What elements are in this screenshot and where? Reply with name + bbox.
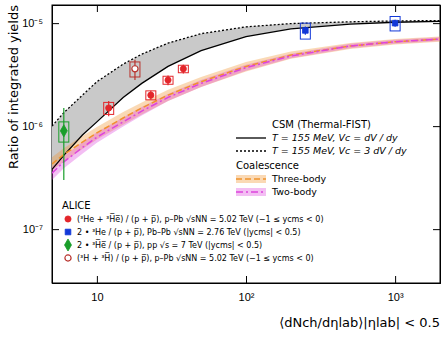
data-point: [106, 105, 112, 111]
legend-label: 2 • ³He / (p + p̅), Pb–Pb √sNN = 2.76 Te…: [77, 228, 301, 237]
syst-box: [390, 16, 400, 30]
legend-label: 2 • ³H̅e̅ / (p + p̅), pp √s = 7 TeV (|yc…: [77, 239, 262, 249]
y-axis-right-tick: [433, 23, 440, 24]
x-axis-tick-label: 10: [91, 291, 103, 303]
x-axis-top-line: [53, 6, 441, 13]
x-axis-top: [53, 5, 441, 12]
chart: 10 10² 10³ 10⁻⁷ 10⁻⁶ 10⁻⁵Ratio of integrated …: [0, 0, 446, 337]
y-axis-tick: 10⁻⁷: [23, 223, 59, 235]
x-axis-top-tick-mark: [97, 5, 98, 12]
y-axis-tick-mark: [52, 23, 59, 24]
y-axis-right-line: [433, 6, 441, 284]
x-axis-tick-mark: [97, 276, 98, 283]
legend-swatch: [236, 191, 266, 193]
legend-label: (³H + ³H̅) / (p + p̅), p–Pb √sNN = 5.02 …: [77, 252, 314, 262]
syst-box: [178, 65, 188, 72]
y-axis-right-tick-mark: [433, 23, 440, 24]
x-axis-tick: 10³: [388, 276, 404, 303]
y-axis-tick-label: 10⁻⁵: [22, 17, 43, 29]
x-axis-title: ⟨dNch/dηlab⟩|ηlab| < 0.5: [279, 315, 440, 330]
x-axis-tick-mark: [246, 276, 247, 283]
legend: CSM (Thermal-FIST) T = 155 MeV, Vc = dV /…: [62, 119, 407, 263]
plot: 10 10² 10³ 10⁻⁷ 10⁻⁶ 10⁻⁵: [22, 5, 440, 303]
x-axis-top-tick-mark: [395, 5, 396, 12]
x-axis-top-tick-mark: [246, 5, 247, 12]
legend-title: ALICE: [62, 200, 91, 211]
x-axis-tick: 10: [91, 276, 103, 303]
x-axis-top-tick: [395, 5, 396, 12]
legend-swatch: [236, 150, 266, 151]
plot-frame: [52, 5, 440, 283]
x-axis-tick: 10²: [239, 276, 255, 303]
x-axis-tick-mark: [395, 276, 396, 283]
x-axis: 10 10² 10³: [53, 276, 441, 303]
legend-label: Three-body: [271, 173, 327, 184]
data-point: [165, 77, 171, 83]
y-axis-right: [433, 6, 441, 284]
data-point: [392, 20, 398, 26]
coalescence-band: [52, 37, 440, 180]
syst-box: [146, 91, 156, 100]
legend-title: Coalescence: [236, 160, 299, 171]
data-point: [148, 92, 154, 98]
error-bar: [63, 108, 64, 180]
y-axis-right-tick-mark: [433, 229, 440, 230]
y-axis-title: Ratio of integrated yields: [6, 5, 21, 169]
legend-title: CSM (Thermal-FIST): [272, 119, 371, 130]
legend-label: T = 155 MeV, Vc = dV / dy: [272, 132, 398, 143]
legend-swatch: [65, 239, 72, 251]
legend-swatch: [236, 175, 266, 183]
x-axis-top-tick: [97, 5, 98, 12]
data-area: [52, 16, 440, 179]
data-point: [132, 66, 138, 72]
x-axis-line: [53, 276, 441, 284]
legend-swatch: [236, 188, 266, 196]
y-axis-right-tick-mark: [433, 126, 440, 127]
legend-swatch: [65, 229, 71, 235]
x-axis-top-tick: [246, 5, 247, 12]
legend-swatch: [65, 255, 71, 261]
x-axis-tick-label: 10³: [388, 291, 404, 303]
data-point: [180, 66, 186, 72]
model-line: [52, 21, 440, 127]
model-line: [52, 39, 440, 173]
legend-label: (³He + ³H̅e̅) / (p + p̅), p–Pb √sNN = 5.…: [77, 213, 324, 223]
legend-label: T = 155 MeV, Vc = 3 dV / dy: [272, 145, 407, 156]
data-point: [60, 125, 67, 137]
coalescence-band: [52, 37, 440, 171]
y-axis-right-tick: [433, 229, 440, 230]
y-axis-tick-mark: [52, 229, 59, 230]
legend-swatch: [65, 216, 71, 222]
x-axis-tick-label: 10²: [239, 291, 255, 303]
y-axis-tick: 10⁻⁵: [22, 17, 59, 29]
model-line: [52, 39, 440, 164]
syst-box: [163, 76, 173, 84]
y-axis-tick-label: 10⁻⁷: [23, 223, 43, 235]
syst-box: [300, 23, 310, 39]
legend-swatch: [236, 137, 266, 138]
legend-swatch: [236, 178, 266, 180]
data-point: [303, 28, 309, 34]
y-axis-tick-label: 10⁻⁶: [22, 120, 43, 132]
y-axis-right-tick: [433, 126, 440, 127]
legend-label: Two-body: [271, 186, 317, 197]
